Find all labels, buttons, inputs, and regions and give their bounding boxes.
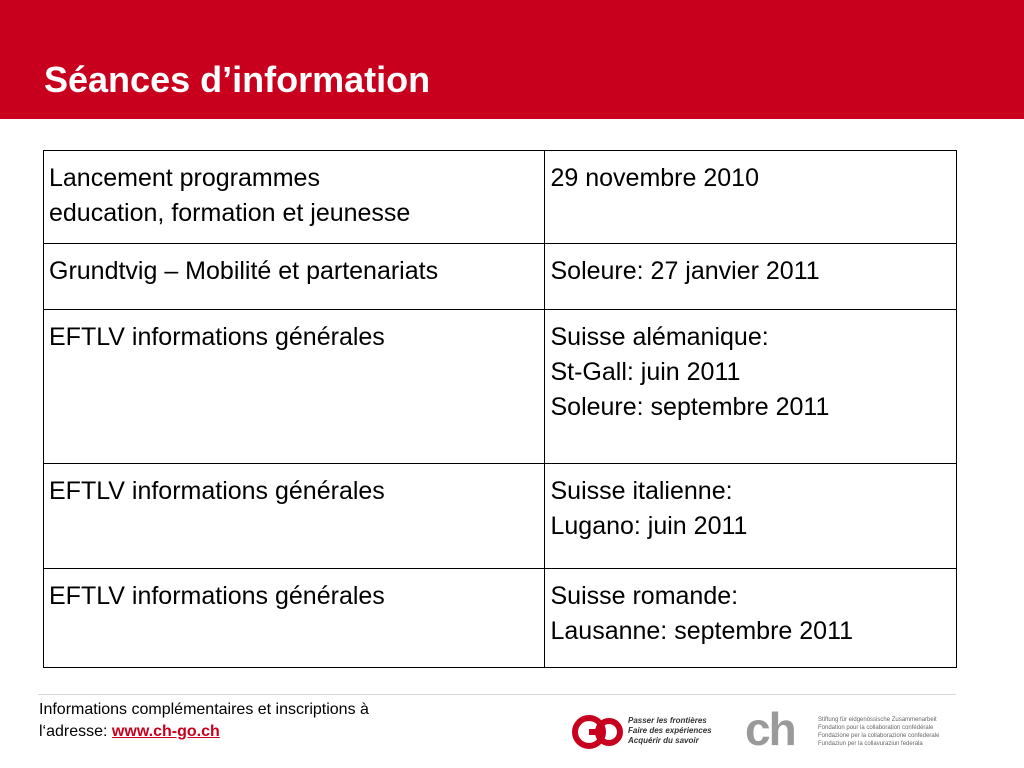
date-cell: Suisse italienne: Lugano: juin 2011 <box>544 463 957 569</box>
ch-logo: ch <box>745 703 797 755</box>
date-text: Lausanne: septembre 2011 <box>550 617 854 645</box>
program-text: EFTLV informations générales <box>49 582 385 610</box>
table-row: EFTLV informations générales Suisse além… <box>42 309 957 464</box>
date-cell: Suisse alémanique: St-Gall: juin 2011 So… <box>544 309 957 464</box>
table-row: Grundtvig – Mobilité et partenariats Sol… <box>42 243 957 310</box>
ch-tagline-line: Fundaziun per la collavuraziun federala <box>818 741 923 747</box>
ch-tagline-line: Stiftung für eidgenössische Zusammenarbe… <box>818 717 937 723</box>
date-text: Suisse alémanique: <box>550 323 769 351</box>
header-bar: Séances d’information <box>0 0 1024 119</box>
ch-tagline-line: Fondazione per la collaborazione confede… <box>818 733 940 739</box>
program-text: Grundtvig – Mobilité et partenariats <box>49 257 439 285</box>
table-row: EFTLV informations générales Suisse roma… <box>42 568 957 668</box>
date-cell: Suisse romande: Lausanne: septembre 2011 <box>544 568 957 668</box>
program-cell: Grundtvig – Mobilité et partenariats <box>42 243 546 310</box>
program-text: EFTLV informations générales <box>49 323 385 351</box>
program-text: Lancement programmes <box>49 164 320 192</box>
program-cell: EFTLV informations générales <box>42 463 546 569</box>
date-text: St-Gall: juin 2011 <box>550 358 741 386</box>
table-row: Lancement programmes education, formatio… <box>42 150 957 244</box>
go-logo-text: GO <box>572 714 574 715</box>
schedule-table: Lancement programmes education, formatio… <box>42 150 957 668</box>
date-text: 29 novembre 2010 <box>550 164 759 192</box>
footer-note-line1: Informations complémentaires et inscript… <box>39 701 369 718</box>
program-cell: EFTLV informations générales <box>42 309 546 464</box>
go-tagline-line: Passer les frontières <box>628 716 707 725</box>
website-link[interactable]: www.ch-go.ch <box>111 723 220 740</box>
go-tagline-line: Acquérir du savoir <box>628 736 699 745</box>
footer-divider <box>38 694 956 695</box>
date-text: Soleure: septembre 2011 <box>550 393 830 421</box>
ch-tagline: Stiftung für eidgenössische Zusammenarbe… <box>818 716 939 748</box>
program-text: EFTLV informations générales <box>49 477 385 505</box>
go-tagline: Passer les frontières Faire des expérien… <box>628 716 712 746</box>
go-tagline-line: Faire des expériences <box>628 726 712 735</box>
date-cell: Soleure: 27 janvier 2011 <box>544 243 957 310</box>
footer-note-prefix: l‘adresse: <box>39 723 112 740</box>
date-text: Lugano: juin 2011 <box>550 512 748 540</box>
program-cell: Lancement programmes education, formatio… <box>42 150 546 244</box>
ch-tagline-line: Fondation pour la collaboration confédér… <box>818 725 934 731</box>
go-logo-icon: GO <box>572 714 623 749</box>
date-text: Soleure: 27 janvier 2011 <box>550 257 820 285</box>
date-text: Suisse romande: <box>550 582 739 610</box>
table-row: EFTLV informations générales Suisse ital… <box>42 463 957 569</box>
date-text: Suisse italienne: <box>550 477 733 505</box>
slide-title: Séances d’information <box>44 59 431 100</box>
program-cell: EFTLV informations générales <box>42 568 546 668</box>
date-cell: 29 novembre 2010 <box>544 150 957 244</box>
footer-note: Informations complémentaires et inscript… <box>39 699 469 743</box>
program-text: education, formation et jeunesse <box>49 199 411 227</box>
